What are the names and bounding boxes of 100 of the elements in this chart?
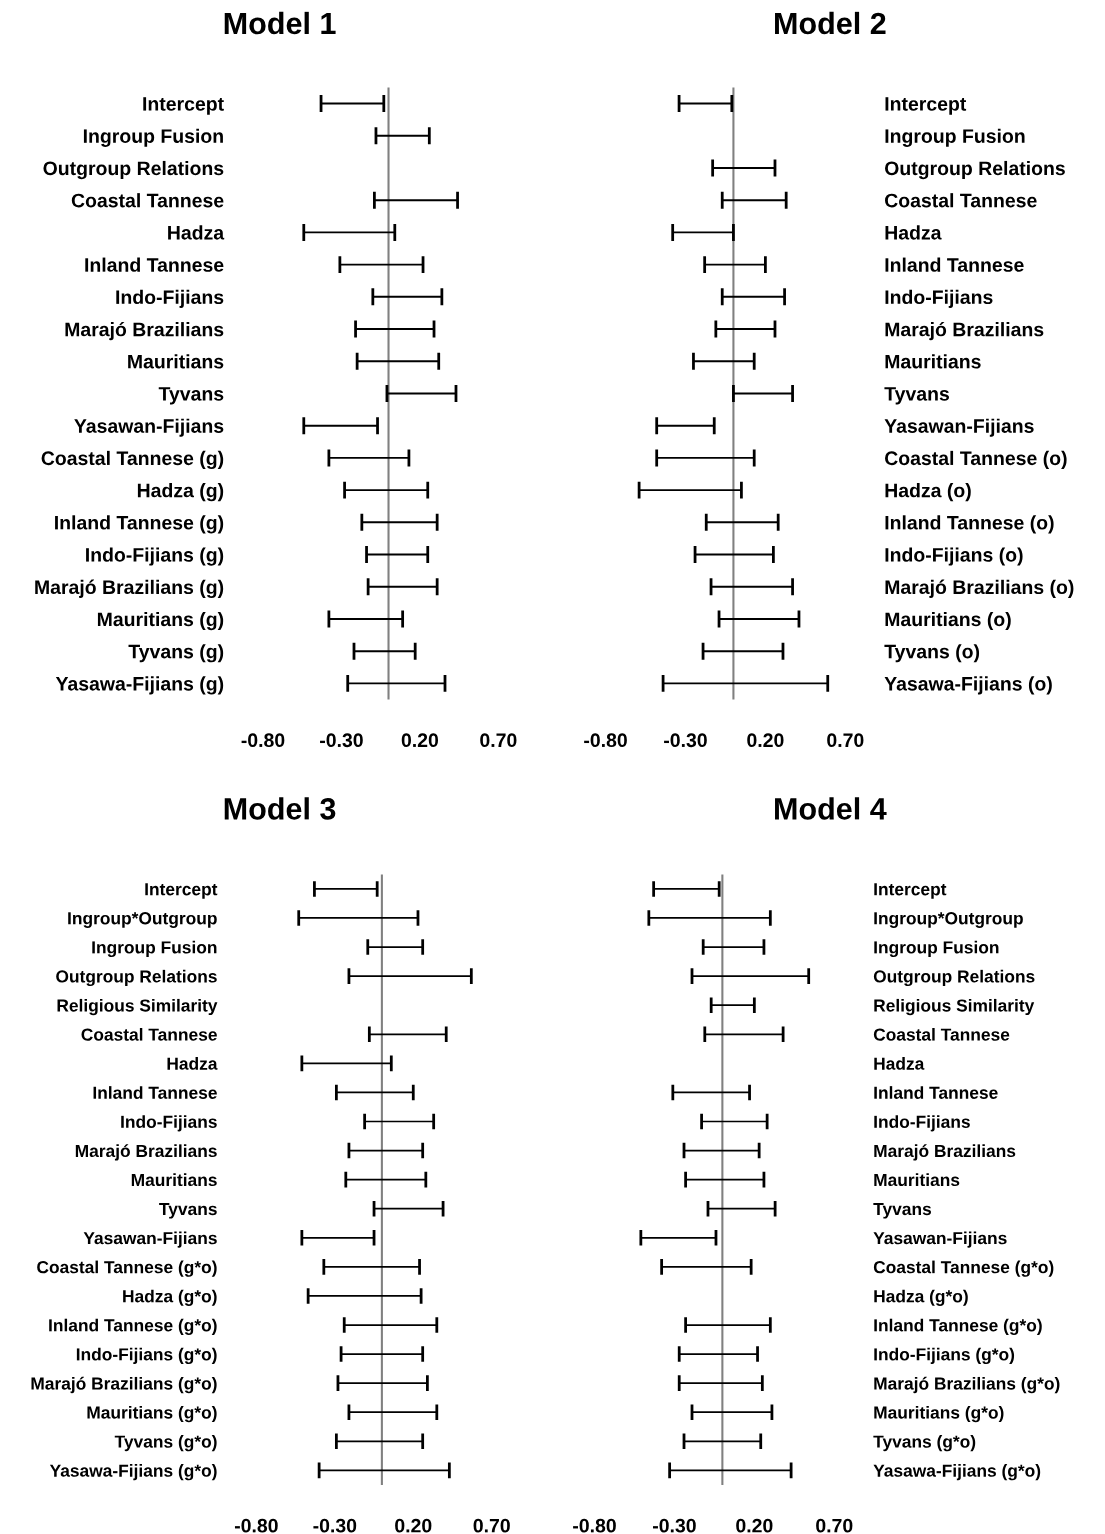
y-tick-label: Outgroup Relations (873, 969, 1035, 987)
y-tick-label: Outgroup Relations (43, 160, 224, 180)
y-tick-label: Mauritians (o) (885, 611, 1011, 631)
y-tick-label: Coastal Tannese (885, 193, 1037, 208)
y-tick-label: Intercept (143, 97, 224, 115)
y-tick-label: Marajó Brazilians (g*o) (31, 1376, 217, 1394)
y-tick-label: Indo-Fijians (116, 289, 224, 308)
x-tick-label: 0.70 (827, 733, 864, 748)
x-tick-label: -0.80 (234, 1518, 278, 1533)
y-tick-label: Inland Tannese (874, 1086, 998, 1099)
y-tick-label: Intercept (874, 883, 947, 899)
y-tick-label: Yasawa-Fijians (o) (884, 676, 1052, 695)
y-tick-label: Mauritians (885, 354, 981, 369)
y-tick-label: Hadza (o) (885, 483, 971, 502)
y-tick-label: Ingroup Fusion (92, 940, 217, 958)
x-tick-label: -0.80 (584, 733, 627, 748)
y-tick-label: Inland Tannese (g) (55, 515, 224, 534)
y-tick-label: Indo-Fijians (g*o) (874, 1347, 1015, 1365)
y-tick-label: Ingroup Fusion (83, 128, 223, 147)
y-tick-label: Ingroup Fusion (885, 128, 1025, 147)
x-tick-label: 0.20 (736, 1518, 773, 1533)
y-tick-label: Ingroup Fusion (874, 940, 999, 958)
x-tick-label: -0.30 (320, 733, 363, 748)
y-tick-label: Inland Tannese (85, 257, 224, 272)
y-tick-label: Mauritians (128, 354, 224, 369)
y-tick-label: Hadza (g*o) (874, 1289, 968, 1306)
x-tick-label: 0.20 (747, 733, 784, 748)
y-tick-label: Coastal Tannese (g) (41, 450, 224, 470)
y-tick-label: Intercept (145, 883, 218, 899)
x-tick-label: 0.20 (401, 733, 439, 748)
y-tick-label: Hadza (874, 1057, 925, 1070)
y-tick-label: Hadza (g) (137, 483, 224, 502)
y-tick-label: Tyvans (g*o) (114, 1435, 217, 1452)
y-tick-label: Mauritians (874, 1173, 960, 1187)
y-tick-label: Hadza (885, 225, 942, 240)
y-tick-label: Religious Similarity (57, 998, 218, 1016)
y-tick-label: Yasawan-Fijians (74, 418, 224, 437)
y-tick-label: Ingroup*Outgroup (68, 912, 217, 928)
y-tick-label: Marajó Brazilians (o) (885, 579, 1074, 598)
y-tick-label: Inland Tannese (g*o) (49, 1318, 217, 1335)
x-tick-label: -0.30 (313, 1518, 357, 1533)
x-tick-label: 0.70 (480, 733, 517, 748)
y-tick-label: Indo-Fijians (885, 289, 993, 308)
y-tick-label: Yasawan-Fijians (884, 418, 1034, 437)
y-tick-label: Mauritians (g*o) (874, 1405, 1004, 1423)
y-tick-label: Hadza (167, 1057, 218, 1070)
y-tick-label: Marajó Brazilians (75, 1144, 217, 1161)
y-tick-label: Indo-Fijians (121, 1115, 217, 1132)
y-tick-label: Coastal Tannese (81, 1027, 217, 1041)
x-tick-label: -0.80 (241, 733, 285, 748)
x-tick-label: 0.70 (473, 1518, 510, 1533)
y-tick-label: Inland Tannese (885, 257, 1024, 272)
chart-title: Model 1 (224, 11, 336, 35)
y-tick-label: Hadza (168, 225, 225, 240)
y-tick-label: Marajó Brazilians (65, 321, 224, 341)
y-tick-label: Indo-Fijians (g*o) (76, 1347, 217, 1365)
y-tick-label: Coastal Tannese (71, 193, 224, 208)
y-tick-label: Mauritians (131, 1173, 217, 1187)
y-tick-label: Coastal Tannese (g*o) (37, 1260, 217, 1277)
y-tick-label: Marajó Brazilians (885, 321, 1044, 341)
y-tick-label: Yasawa-Fijians (g*o) (873, 1464, 1041, 1481)
y-tick-label: Yasawa-Fijians (g) (55, 676, 224, 695)
y-tick-label: Tyvans (159, 1203, 217, 1219)
x-tick-label: 0.70 (816, 1518, 853, 1533)
y-tick-label: Yasawan-Fijians (873, 1231, 1007, 1248)
y-tick-label: Tyvans (158, 387, 224, 405)
y-tick-label: Inland Tannese (93, 1086, 217, 1099)
x-tick-label: -0.30 (664, 733, 707, 748)
y-tick-label: Indo-Fijians (g) (86, 547, 224, 566)
y-tick-label: Yasawa-Fijians (g*o) (49, 1464, 217, 1481)
y-tick-label: Tyvans (g*o) (873, 1435, 976, 1452)
chart-title: Model 3 (224, 797, 336, 820)
y-tick-label: Tyvans (o) (884, 644, 980, 663)
y-tick-label: Tyvans (884, 387, 949, 405)
y-tick-label: Mauritians (g) (97, 611, 224, 631)
y-tick-label: Indo-Fijians (o) (885, 547, 1023, 566)
y-tick-label: Marajó Brazilians (g*o) (874, 1376, 1060, 1394)
y-tick-label: Indo-Fijians (874, 1115, 970, 1132)
y-tick-label: Marajó Brazilians (874, 1144, 1016, 1161)
y-tick-label: Yasawan-Fijians (83, 1231, 217, 1248)
x-tick-label: -0.80 (573, 1518, 616, 1533)
y-tick-label: Coastal Tannese (873, 1027, 1010, 1041)
chart-title: Model 2 (775, 11, 886, 35)
y-tick-label: Outgroup Relations (56, 969, 217, 987)
y-tick-label: Mauritians (g*o) (87, 1405, 217, 1423)
y-tick-label: Hadza (g*o) (123, 1289, 217, 1306)
y-tick-label: Tyvans (g) (128, 644, 224, 663)
y-tick-label: Intercept (885, 97, 967, 115)
y-tick-label: Marajó Brazilians (g) (35, 579, 224, 599)
x-tick-label: 0.20 (395, 1518, 432, 1533)
y-tick-label: Ingroup*Outgroup (874, 912, 1023, 928)
x-tick-label: -0.30 (653, 1518, 696, 1533)
y-tick-label: Inland Tannese (o) (885, 515, 1054, 534)
y-tick-label: Coastal Tannese (g*o) (873, 1260, 1054, 1277)
y-tick-label: Religious Similarity (874, 998, 1035, 1016)
y-tick-label: Outgroup Relations (885, 160, 1065, 180)
chart-title: Model 4 (775, 797, 887, 820)
y-tick-label: Inland Tannese (g*o) (874, 1318, 1042, 1335)
y-tick-label: Tyvans (873, 1203, 931, 1219)
y-tick-label: Coastal Tannese (o) (885, 450, 1067, 469)
